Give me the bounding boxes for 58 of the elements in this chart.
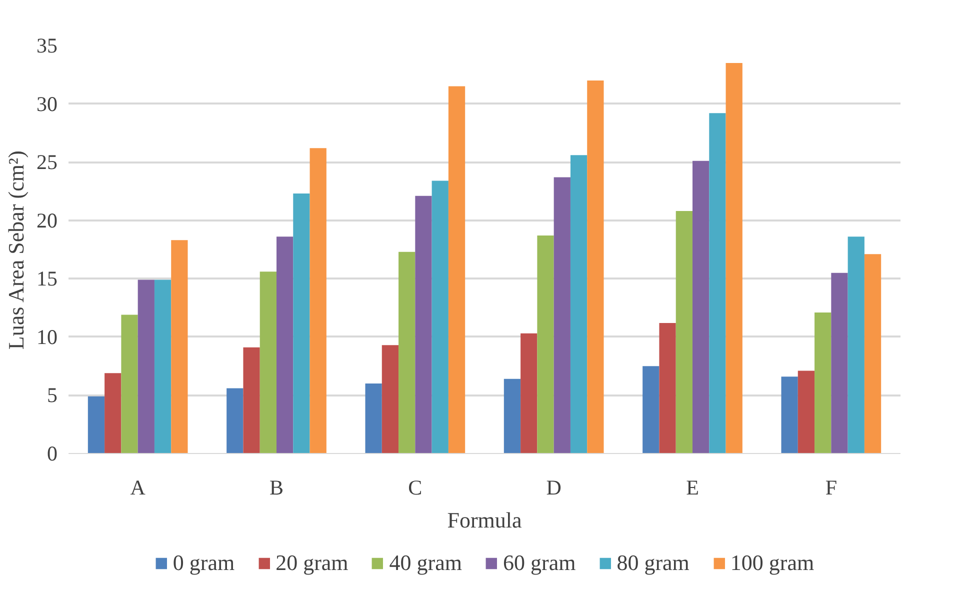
y-tick-label: 10 <box>36 324 58 349</box>
bar <box>798 370 815 454</box>
bar <box>88 396 105 454</box>
legend-label: 60 gram <box>503 550 576 576</box>
bar <box>570 155 588 454</box>
x-tick-label: D <box>546 476 562 500</box>
y-tick-label: 20 <box>36 208 58 232</box>
bar <box>398 252 416 454</box>
y-tick-label: 0 <box>47 442 58 466</box>
legend-label: 100 gram <box>730 550 814 576</box>
bar <box>587 80 604 454</box>
bar <box>365 384 382 454</box>
bar <box>154 280 172 454</box>
y-tick-label: 5 <box>47 383 58 408</box>
bar <box>260 272 276 454</box>
bar <box>382 345 399 454</box>
bar <box>831 272 848 454</box>
bar <box>848 236 864 454</box>
bar <box>864 254 882 454</box>
bar <box>709 113 726 454</box>
y-axis-title: Luas Area Sebar (cm²) <box>4 150 28 350</box>
bar <box>504 378 521 454</box>
bar <box>554 177 570 454</box>
x-tick-label: E <box>686 476 699 500</box>
bar <box>121 314 138 454</box>
bar <box>676 211 692 454</box>
bar <box>448 86 466 454</box>
bar <box>642 366 660 454</box>
y-tick-label: 25 <box>36 150 58 174</box>
y-tick-label: 35 <box>36 34 58 58</box>
bar <box>243 347 260 454</box>
bar <box>415 196 432 454</box>
bar <box>814 312 832 454</box>
bar <box>310 148 326 454</box>
x-tick-label: F <box>825 476 838 500</box>
bar <box>659 322 676 454</box>
y-tick-label: 15 <box>36 266 58 291</box>
legend-label: 40 gram <box>389 550 462 576</box>
bar <box>276 236 294 454</box>
x-tick-label: B <box>269 476 284 500</box>
legend-label: 0 gram <box>172 550 235 576</box>
x-tick-label: C <box>408 476 422 500</box>
bar <box>781 376 798 454</box>
bar <box>104 373 122 454</box>
x-axis-title: Formula <box>447 508 522 532</box>
bar <box>138 280 154 454</box>
bar <box>226 388 244 454</box>
y-tick-label: 30 <box>36 92 58 116</box>
x-tick-label: A <box>130 476 146 500</box>
bar <box>537 236 554 454</box>
legend-label: 20 gram <box>276 550 348 576</box>
legend-label: 80 gram <box>616 550 690 576</box>
bar <box>520 333 538 454</box>
bar <box>726 62 742 454</box>
bar <box>432 180 448 454</box>
bar <box>692 160 710 454</box>
bar <box>171 240 188 454</box>
bar <box>293 194 310 454</box>
